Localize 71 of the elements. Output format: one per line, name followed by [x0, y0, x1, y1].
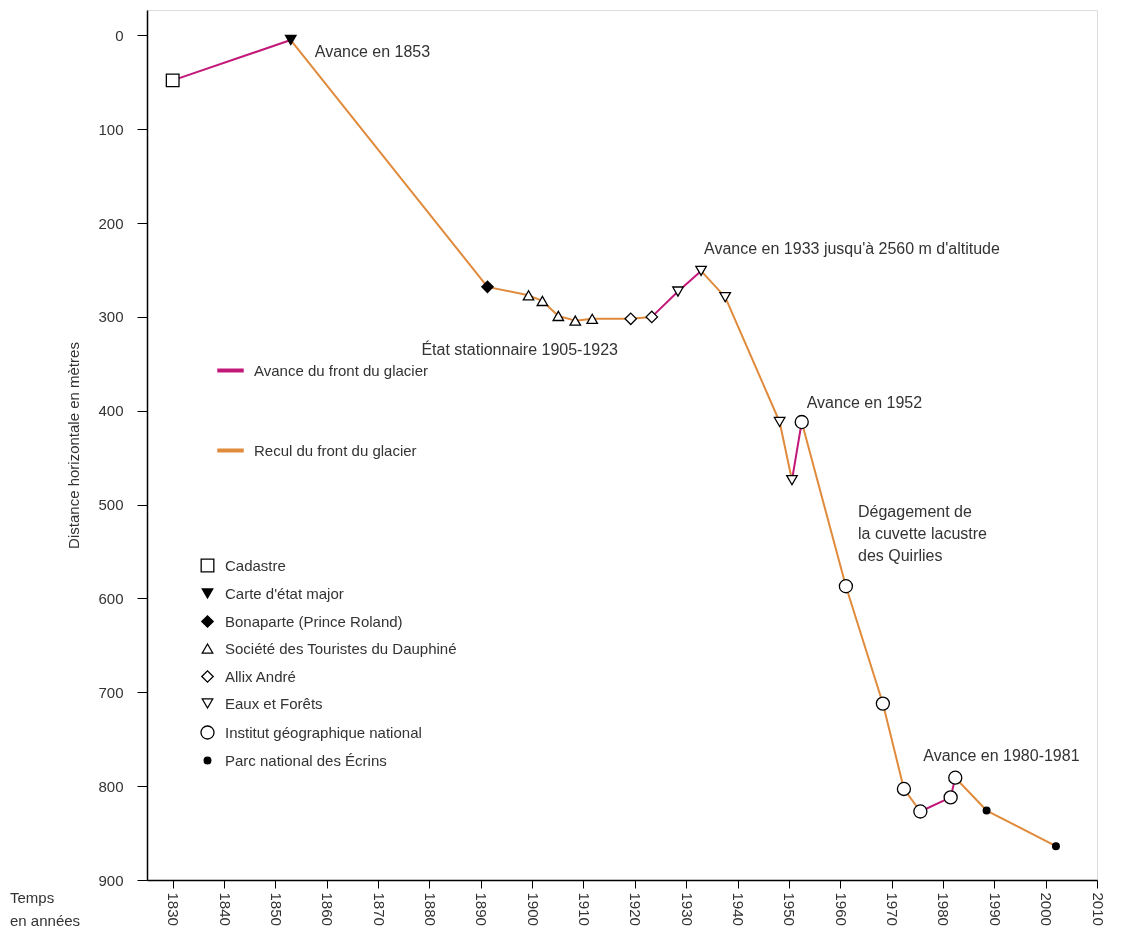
y-tick-label: 300 — [98, 308, 124, 326]
y-tick-label: 200 — [98, 214, 124, 232]
legend-label: Eaux et Forêts — [225, 694, 323, 712]
x-tick-label: 1890 — [473, 892, 491, 926]
legend-label: Avance du front du glacier — [254, 361, 429, 379]
legend-label: Institut géographique national — [225, 723, 422, 741]
x-axis-title: Temps en années — [10, 889, 81, 929]
x-tick-label: 1920 — [627, 892, 645, 926]
x-tick-label: 1840 — [216, 892, 234, 926]
x-tick-label: 1960 — [832, 892, 850, 926]
legend-label: Société des Touristes du Dauphiné — [225, 639, 457, 657]
legend-label: Allix André — [225, 667, 296, 685]
y-tick-label: 500 — [98, 496, 124, 514]
point — [982, 806, 991, 815]
legend-label: Parc national des Écrins — [225, 751, 387, 769]
annotation: Avance en 1980-1981 — [923, 746, 1080, 764]
x-tick-label: 1900 — [524, 892, 542, 926]
y-tick-label: 400 — [98, 402, 124, 420]
point — [719, 291, 732, 303]
point — [672, 286, 684, 297]
legend-label: Cadastre — [225, 556, 286, 574]
point — [284, 34, 297, 46]
point — [913, 804, 928, 819]
annotation: État stationnaire 1905-1923 — [421, 339, 619, 358]
x-tick-label: 2010 — [1089, 892, 1107, 926]
point — [645, 310, 659, 324]
annotation: Avance en 1933 jusqu'à 2560 m d'altitude — [704, 239, 1000, 257]
point — [552, 310, 565, 322]
annotation: Dégagement de la cuvette lacustre des Quirlies — [858, 503, 988, 564]
annotation: Avance en 1853 — [314, 43, 431, 61]
legend-label: Recul du front du glacier — [254, 441, 417, 459]
point — [481, 280, 494, 294]
x-tick-label: 1990 — [986, 892, 1004, 926]
point — [586, 313, 599, 324]
point — [569, 315, 582, 326]
legend-label: Carte d'état major — [225, 584, 344, 602]
x-tick-label: 1850 — [267, 892, 285, 926]
x-tick-label: 1860 — [319, 892, 337, 926]
point — [695, 265, 707, 277]
point — [773, 416, 786, 428]
point — [896, 781, 912, 797]
x-tick-label: 1940 — [730, 892, 748, 926]
x-tick-label: 1830 — [165, 892, 183, 926]
y-axis-title: Distance horizontale en mètres — [65, 342, 83, 549]
point — [794, 414, 809, 430]
legend-label: Bonaparte (Prince Roland) — [225, 612, 403, 630]
point — [948, 770, 963, 785]
annotation: Avance en 1952 — [806, 394, 923, 412]
x-tick-label: 1880 — [421, 892, 439, 926]
point — [536, 295, 549, 307]
point — [624, 312, 638, 326]
y-tick-label: 600 — [98, 589, 124, 607]
point — [165, 73, 180, 88]
y-tick-label: 0 — [115, 26, 124, 44]
y-tick-label: 700 — [98, 683, 124, 701]
y-tick-label: 800 — [98, 777, 124, 795]
y-tick-label: 900 — [98, 871, 124, 889]
point — [875, 696, 891, 711]
x-tick-label: 1910 — [575, 892, 593, 926]
point — [522, 290, 535, 301]
x-tick-label: 1870 — [370, 892, 388, 926]
x-tick-label: 1950 — [781, 892, 799, 926]
x-tick-label: 1970 — [884, 892, 902, 926]
x-tick-label: 1980 — [935, 892, 953, 926]
point — [1051, 842, 1060, 851]
point — [943, 790, 958, 805]
x-tick-label: 2000 — [1038, 892, 1056, 926]
point — [786, 475, 798, 486]
point — [838, 579, 854, 594]
x-tick-label: 1930 — [678, 892, 696, 926]
y-tick-label: 100 — [98, 120, 124, 138]
